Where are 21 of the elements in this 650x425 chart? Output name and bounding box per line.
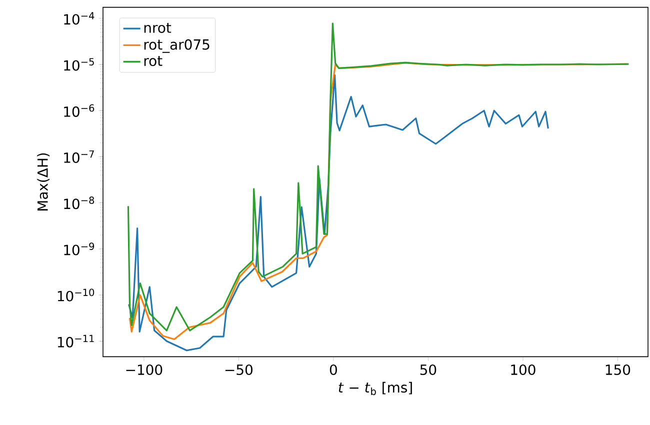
x-tick-label: −100: [126, 364, 162, 376]
x-tick-label: 150: [606, 364, 630, 376]
x-tick-label: 100: [511, 364, 536, 376]
legend-label: rot: [144, 56, 162, 66]
y-tick-label: 10$^{−6}$: [64, 104, 94, 117]
legend-label: rot_ar075: [144, 39, 210, 53]
y-tick-label: 10$^{−5}$: [64, 58, 94, 71]
x-tick-label: −50: [225, 364, 252, 376]
y-tick-label: 10$^{−11}$: [58, 334, 94, 348]
line-series: [127, 22, 630, 332]
x-axis-title: t − t$_{b}$ [ms]: [338, 382, 412, 396]
x-tick-label: 50: [420, 364, 436, 376]
x-tick-label: 0: [330, 364, 337, 376]
y-axis-title: Max(ΔH): [37, 153, 50, 210]
legend-label: nrot: [144, 22, 172, 33]
y-tick-label: 10$^{−4}$: [64, 12, 94, 25]
y-tick-label: 10$^{−9}$: [64, 242, 94, 256]
line-series: [128, 74, 549, 352]
y-tick-label: 10$^{−8}$: [64, 196, 94, 210]
y-tick-label: 10$^{−7}$: [64, 150, 94, 163]
y-tick-label: 10$^{−10}$: [58, 288, 94, 302]
